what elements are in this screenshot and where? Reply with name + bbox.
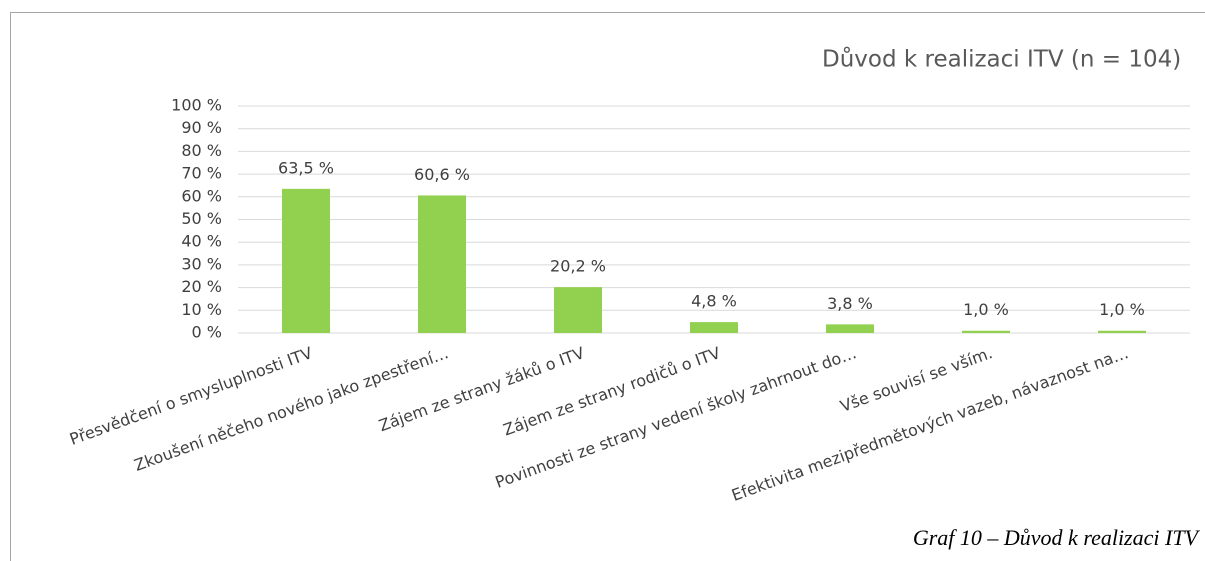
value-label: 3,8 % [827, 294, 873, 313]
value-label: 1,0 % [1099, 300, 1145, 319]
value-label: 20,2 % [550, 257, 606, 276]
y-tick-label: 80 % [181, 141, 222, 160]
y-tick-label: 0 % [192, 323, 222, 342]
y-tick-label: 10 % [181, 300, 222, 319]
y-tick-label: 30 % [181, 254, 222, 273]
bar [690, 322, 738, 333]
bar [962, 330, 1010, 333]
y-tick-label: 100 % [171, 96, 222, 115]
bar [826, 324, 874, 333]
y-tick-label: 60 % [181, 186, 222, 205]
bar [554, 287, 602, 333]
value-label: 60,6 % [414, 165, 470, 184]
y-tick-label: 40 % [181, 232, 222, 251]
x-tick-label: Přesvědčení o smysluplnosti ITV [67, 343, 315, 449]
y-tick-label: 20 % [181, 277, 222, 296]
y-tick-label: 90 % [181, 118, 222, 137]
x-tick-label: Zájem ze strany rodičů o ITV [501, 343, 723, 439]
y-tick-label: 50 % [181, 209, 222, 228]
bar [418, 195, 466, 333]
value-label: 1,0 % [963, 300, 1009, 319]
bar [282, 188, 330, 333]
value-label: 4,8 % [691, 292, 737, 311]
bar [1098, 330, 1146, 333]
caption: Graf 10 – Důvod k realizaci ITV [913, 525, 1201, 550]
value-label: 63,5 % [278, 158, 334, 177]
y-tick-label: 70 % [181, 164, 222, 183]
chart-title: Důvod k realizaci ITV (n = 104) [822, 46, 1181, 73]
